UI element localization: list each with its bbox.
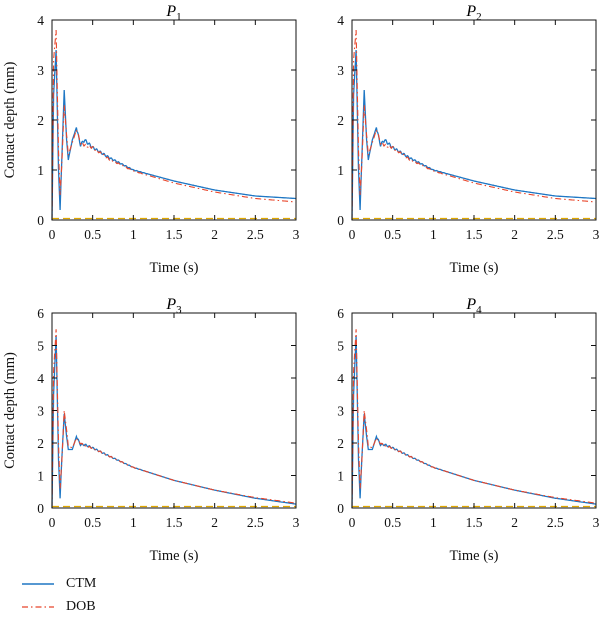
y-tick-label: 3	[337, 404, 344, 419]
legend: CTM DOB	[22, 572, 96, 618]
x-tick-label: 2	[511, 515, 518, 530]
y-tick-label: 0	[37, 501, 44, 516]
y-tick-label: 1	[337, 469, 344, 484]
legend-item-ctm: CTM	[22, 572, 96, 595]
y-tick-label: 4	[337, 371, 344, 386]
x-tick-label: 3	[293, 227, 300, 242]
panel-title: P3	[165, 296, 182, 316]
x-tick-label: 1	[430, 227, 437, 242]
series-line-ctm	[351, 49, 596, 221]
series-line-dob	[51, 29, 297, 221]
legend-label-ctm: CTM	[66, 575, 97, 591]
x-tick-label: 1.5	[166, 515, 183, 530]
x-tick-label: 1	[130, 227, 137, 242]
legend-swatch-dob	[22, 605, 54, 608]
x-axis-label: Time (s)	[449, 260, 498, 276]
axes-frame	[51, 312, 297, 509]
y-tick-label: 4	[337, 13, 344, 28]
y-tick-label: 6	[337, 306, 344, 321]
y-tick-label: 3	[337, 63, 344, 78]
y-tick-label: 2	[37, 436, 44, 451]
x-axis-label: Time (s)	[449, 548, 498, 564]
x-tick-label: 0	[349, 515, 356, 530]
axes-frame	[351, 312, 597, 509]
panel-title-letter: P	[165, 296, 176, 313]
y-tick-label: 0	[37, 213, 44, 228]
y-tick-label: 1	[337, 163, 344, 178]
x-tick-label: 1.5	[466, 227, 483, 242]
x-tick-label: 0.5	[84, 515, 101, 530]
series-line-ctm	[51, 335, 297, 509]
panel-title-subscript: 4	[476, 304, 482, 316]
series-line-dob	[351, 29, 597, 221]
y-tick-label: 1	[37, 469, 44, 484]
panel-title-subscript: 2	[476, 11, 482, 23]
x-axis-label: Time (s)	[149, 548, 198, 564]
y-tick-label: 2	[37, 113, 44, 128]
legend-item-dob: DOB	[22, 595, 96, 618]
panel-title: P2	[465, 3, 481, 23]
x-tick-label: 2	[511, 227, 518, 242]
panel-title-letter: P	[465, 296, 476, 313]
axes-frame	[351, 19, 597, 221]
panel-title-subscript: 3	[176, 304, 182, 316]
x-tick-label: 1	[130, 515, 137, 530]
series-line-ctm	[351, 335, 597, 509]
x-tick-label: 3	[593, 227, 600, 242]
x-tick-label: 2.5	[247, 515, 264, 530]
x-tick-label: 0	[49, 227, 56, 242]
x-tick-label: 0	[349, 227, 356, 242]
x-tick-label: 0.5	[84, 227, 101, 242]
x-tick-label: 2.5	[547, 227, 564, 242]
x-tick-label: 0.5	[384, 515, 401, 530]
x-tick-label: 0	[49, 515, 56, 530]
x-tick-label: 0.5	[384, 227, 401, 242]
y-tick-label: 5	[337, 339, 344, 354]
panel-title-letter: P	[465, 3, 476, 20]
y-tick-label: 6	[37, 306, 44, 321]
legend-label-dob: DOB	[66, 598, 96, 614]
y-tick-label: 2	[337, 436, 344, 451]
y-tick-label: 2	[337, 113, 344, 128]
x-tick-label: 3	[293, 515, 300, 530]
y-tick-label: 4	[37, 371, 44, 386]
y-tick-label: 5	[37, 339, 44, 354]
y-tick-label: 1	[37, 163, 44, 178]
x-tick-label: 1.5	[466, 515, 483, 530]
panel-title: P4	[465, 296, 482, 316]
y-tick-label: 0	[337, 213, 344, 228]
y-tick-label: 0	[337, 501, 344, 516]
x-axis-label: Time (s)	[149, 260, 198, 276]
axes-frame	[51, 19, 297, 221]
y-tick-label: 4	[37, 13, 44, 28]
x-tick-label: 1.5	[166, 227, 183, 242]
x-tick-label: 2	[211, 227, 218, 242]
panel-title-subscript: 1	[176, 11, 182, 23]
y-axis-label: Contact depth (mm)	[2, 352, 18, 469]
x-tick-label: 2.5	[547, 515, 564, 530]
x-tick-label: 1	[430, 515, 437, 530]
series-line-ctm	[51, 49, 296, 221]
x-tick-label: 3	[593, 515, 600, 530]
y-tick-label: 3	[37, 63, 44, 78]
x-tick-label: 2	[211, 515, 218, 530]
y-tick-label: 3	[37, 404, 44, 419]
series-line-dob	[351, 329, 597, 509]
legend-swatch-ctm	[22, 582, 54, 585]
series-line-dob	[51, 329, 297, 509]
panel-title-letter: P	[165, 3, 176, 20]
y-axis-label: Contact depth (mm)	[2, 61, 18, 178]
x-tick-label: 2.5	[247, 227, 264, 242]
panel-title: P1	[165, 3, 181, 23]
